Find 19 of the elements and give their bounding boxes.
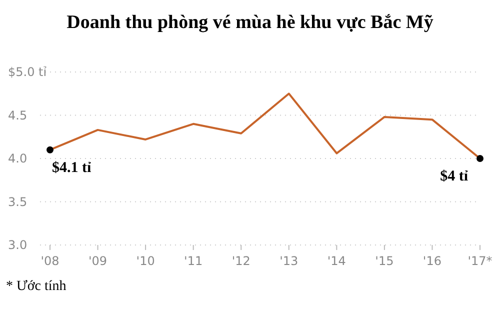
data-label: $4.1 tỉ: [52, 160, 92, 176]
data-label: $4 tỉ: [440, 168, 468, 184]
y-tick-label: 3.5: [8, 194, 28, 209]
x-tick-label: '14: [327, 254, 346, 268]
x-tick-label: '11: [184, 254, 203, 268]
x-tick-label: '10: [136, 254, 155, 268]
chart-title: Doanh thu phòng vé mùa hè khu vực Bắc Mỹ: [66, 12, 434, 33]
y-tick-label: 4.0: [8, 152, 28, 166]
x-tick-label: '13: [280, 254, 298, 268]
x-tick-label: '15: [375, 254, 394, 268]
y-tick-label: 3.0: [8, 238, 28, 252]
y-tick-label: 4.5: [8, 108, 28, 122]
x-tick-label: '16: [422, 254, 442, 268]
x-tick-label: '08: [40, 254, 60, 268]
y-tick-label: $5.0 tỉ: [8, 65, 48, 80]
x-tick-label: '09: [88, 254, 108, 268]
x-tick-label: '12: [232, 254, 250, 268]
text: * Ước tính: [6, 279, 66, 294]
x-tick-label: '17*: [468, 254, 492, 268]
